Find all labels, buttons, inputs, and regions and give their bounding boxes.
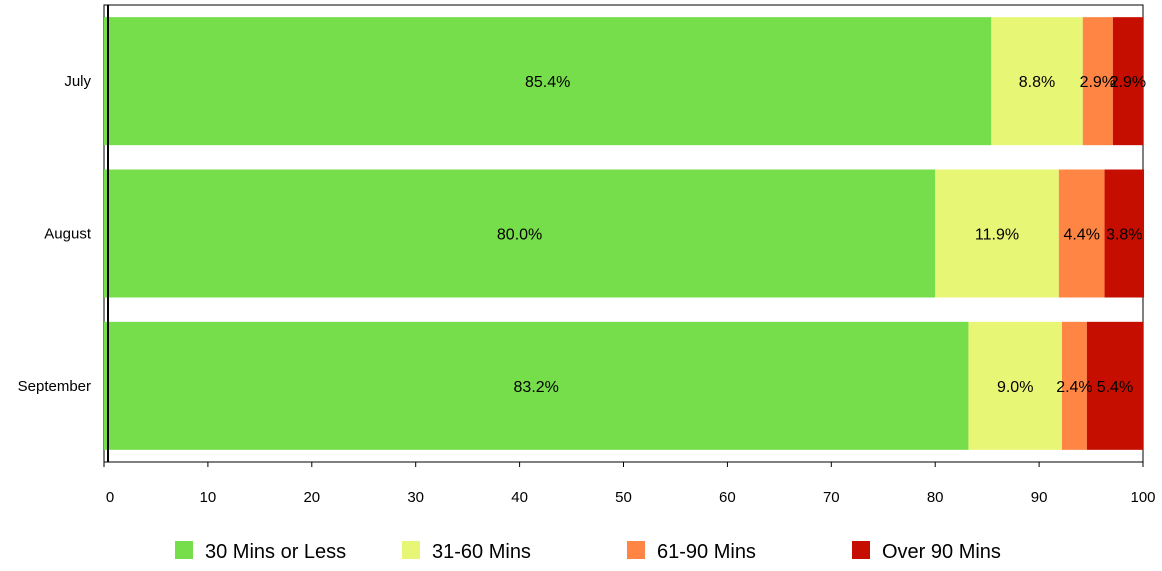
legend-label-series-3: 61-90 Mins bbox=[657, 541, 756, 563]
bar-july-series-1 bbox=[104, 17, 992, 146]
x-tick-label: 80 bbox=[927, 489, 944, 506]
bar-july-series-2 bbox=[991, 17, 1083, 146]
data-label-september-series-4: 5.4% bbox=[1097, 379, 1133, 396]
bar-september-series-4 bbox=[1086, 321, 1143, 450]
data-label-august-series-1: 80.0% bbox=[497, 227, 542, 244]
data-label-august-series-2: 11.9% bbox=[975, 227, 1019, 244]
bar-september-series-2 bbox=[968, 321, 1062, 450]
x-tick-label: 90 bbox=[1031, 489, 1048, 506]
bar-july-series-3 bbox=[1082, 17, 1113, 146]
bar-august-series-1 bbox=[104, 169, 936, 298]
x-tick-label: 0 bbox=[106, 489, 114, 506]
legend-swatch-series-3 bbox=[627, 541, 645, 559]
category-label-august: August bbox=[44, 226, 92, 243]
category-label-july: July bbox=[64, 73, 91, 90]
bars bbox=[104, 17, 1145, 450]
legend-label-series-2: 31-60 Mins bbox=[432, 541, 531, 563]
bar-august-series-3 bbox=[1058, 169, 1105, 298]
x-tick-label: 10 bbox=[200, 489, 217, 506]
data-labels: 85.4% 8.8% 2.9%2.9% 80.0% 11.9% 4.4% 3.8% 83.2%… bbox=[497, 74, 1146, 396]
bar-august-series-4 bbox=[1104, 169, 1145, 298]
data-label-july-series-3: 2.9% bbox=[1080, 74, 1116, 91]
x-tick-label: 40 bbox=[511, 489, 528, 506]
bar-july-series-4 bbox=[1112, 17, 1143, 146]
legend-label-series-4: Over 90 Mins bbox=[882, 541, 1001, 563]
x-tick-label: 30 bbox=[407, 489, 424, 506]
bar-august-series-2 bbox=[935, 169, 1059, 298]
legend: 30 Mins or Less 31-60 Mins 61-90 Mins Over … bbox=[175, 541, 1001, 563]
x-tick-label: 100 bbox=[1130, 489, 1155, 506]
data-label-july-series-1: 85.4% bbox=[525, 74, 570, 91]
legend-label-series-1: 30 Mins or Less bbox=[205, 541, 346, 563]
data-label-july-series-2: 8.8% bbox=[1019, 74, 1055, 91]
y-axis: July August September bbox=[18, 5, 109, 462]
data-label-august-series-3: 4.4% bbox=[1063, 227, 1099, 244]
x-tick-label: 20 bbox=[303, 489, 320, 506]
category-label-september: September bbox=[18, 378, 91, 395]
data-label-july-series-4: 2.9% bbox=[1110, 74, 1146, 91]
bar-september-series-1 bbox=[104, 321, 969, 450]
x-tick-label: 60 bbox=[719, 489, 736, 506]
bar-september-series-3 bbox=[1061, 321, 1087, 450]
data-label-september-series-2: 9.0% bbox=[997, 379, 1033, 396]
x-tick-label: 50 bbox=[615, 489, 632, 506]
legend-swatch-series-4 bbox=[852, 541, 870, 559]
data-label-september-series-3: 2.4% bbox=[1056, 379, 1092, 396]
legend-swatch-series-1 bbox=[175, 541, 193, 559]
data-label-september-series-1: 83.2% bbox=[514, 379, 559, 396]
x-tick-label: 70 bbox=[823, 489, 840, 506]
x-axis: 0 10 20 30 40 50 60 70 80 90 100 bbox=[103, 462, 1156, 506]
data-label-august-series-4: 3.8% bbox=[1106, 227, 1142, 244]
legend-swatch-series-2 bbox=[402, 541, 420, 559]
